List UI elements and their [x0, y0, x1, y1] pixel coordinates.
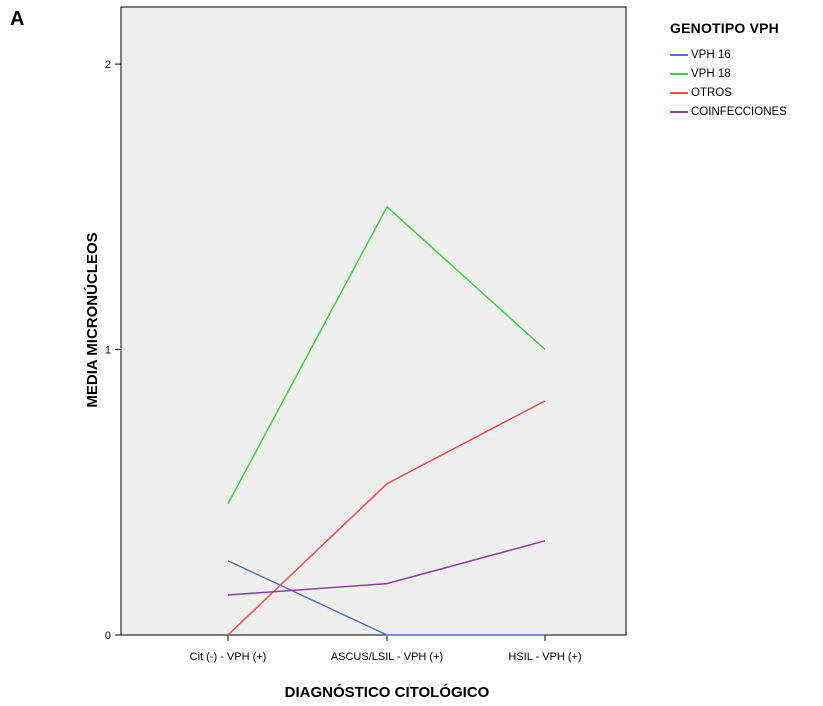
plot-area — [120, 6, 627, 636]
legend-item-coinfecciones: COINFECCIONES — [670, 102, 787, 121]
y-tick-label: 2 — [105, 59, 111, 71]
legend-label-vph16: VPH 16 — [691, 48, 731, 61]
x-axis-title: DIAGNÓSTICO CITOLÓGICO — [285, 683, 490, 701]
x-tick-label: Cit (-) - VPH (+) — [190, 651, 267, 663]
legend-item-vph16: VPH 16 — [670, 45, 787, 64]
series-line-coinfecciones — [227, 540, 546, 596]
legend-swatch-vph16 — [670, 53, 688, 56]
series-line-vph-18 — [227, 205, 546, 505]
y-axis-title: MEDIA MICRONÚCLEOS — [83, 232, 101, 407]
legend-item-otros: OTROS — [670, 83, 787, 102]
legend-swatch-coinfecciones — [670, 110, 688, 113]
legend-swatch-otros — [670, 91, 688, 94]
series-line-otros — [227, 400, 546, 636]
legend-label-coinfecciones: COINFECCIONES — [691, 105, 787, 118]
legend-item-vph18: VPH 18 — [670, 64, 787, 83]
legend: GENOTIPO VPH VPH 16 VPH 18 OTROS COINFEC… — [670, 20, 787, 121]
x-tick-label: HSIL - VPH (+) — [508, 651, 581, 663]
legend-swatch-vph18 — [670, 72, 688, 75]
panel-label: A — [10, 8, 25, 30]
x-tick-label: ASCUS/LSIL - VPH (+) — [331, 651, 443, 663]
y-tick-label: 1 — [105, 345, 111, 357]
y-tick-label: 0 — [105, 630, 111, 642]
legend-title: GENOTIPO VPH — [670, 20, 779, 36]
legend-label-vph18: VPH 18 — [691, 67, 731, 80]
legend-label-otros: OTROS — [691, 86, 732, 99]
